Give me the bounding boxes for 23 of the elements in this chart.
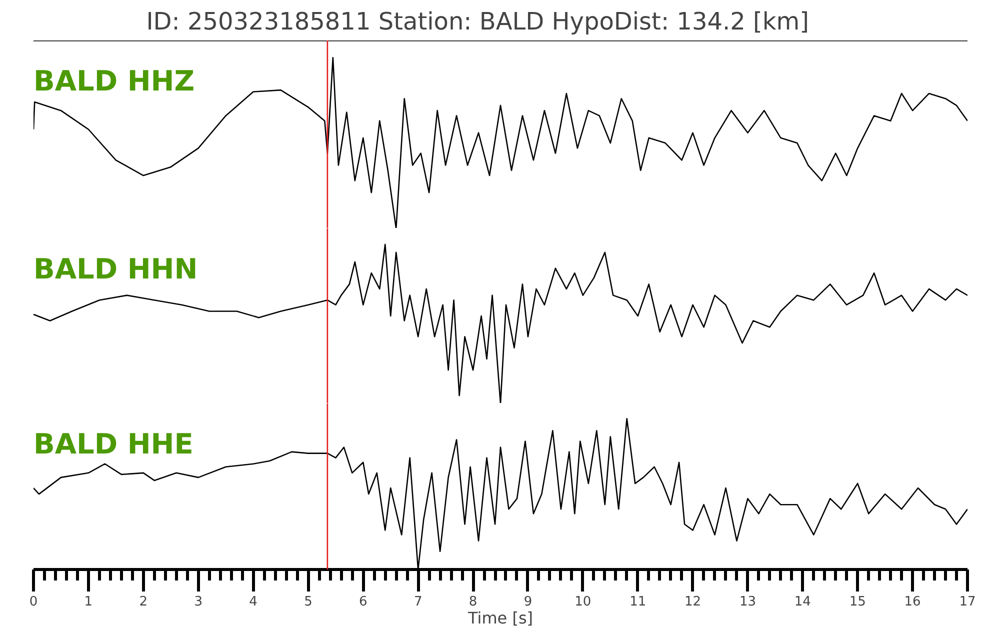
x-tick-label: 10 [574,594,592,610]
x-tick-label: 11 [630,594,646,610]
series-label: BALD HHZ [34,64,195,98]
x-tick-label: 12 [684,594,702,610]
x-tick-label: 0 [29,594,38,610]
x-tick-label: 6 [359,594,368,610]
x-tick-label: 4 [249,594,258,610]
x-tick-label: 17 [959,594,976,610]
x-tick-label: 14 [794,594,811,610]
x-tick-label: 15 [849,594,866,610]
x-tick-label: 3 [194,594,202,610]
x-tick-label: 1 [84,594,93,610]
chart-title: ID: 250323185811 Station: BALD HypoDist: 134.2 [km] [146,8,810,36]
x-tick-label: 8 [468,594,478,610]
x-tick-label: 13 [739,594,756,610]
x-axis-title: Time [s] [466,608,534,628]
x-tick-label: 16 [904,594,921,610]
series-label: BALD HHN [34,252,198,286]
x-tick-label: 7 [414,594,422,610]
x-tick-label: 5 [304,594,312,610]
series-label: BALD HHE [34,428,194,460]
x-tick-label: 9 [524,594,532,610]
x-tick-label: 2 [139,594,148,610]
